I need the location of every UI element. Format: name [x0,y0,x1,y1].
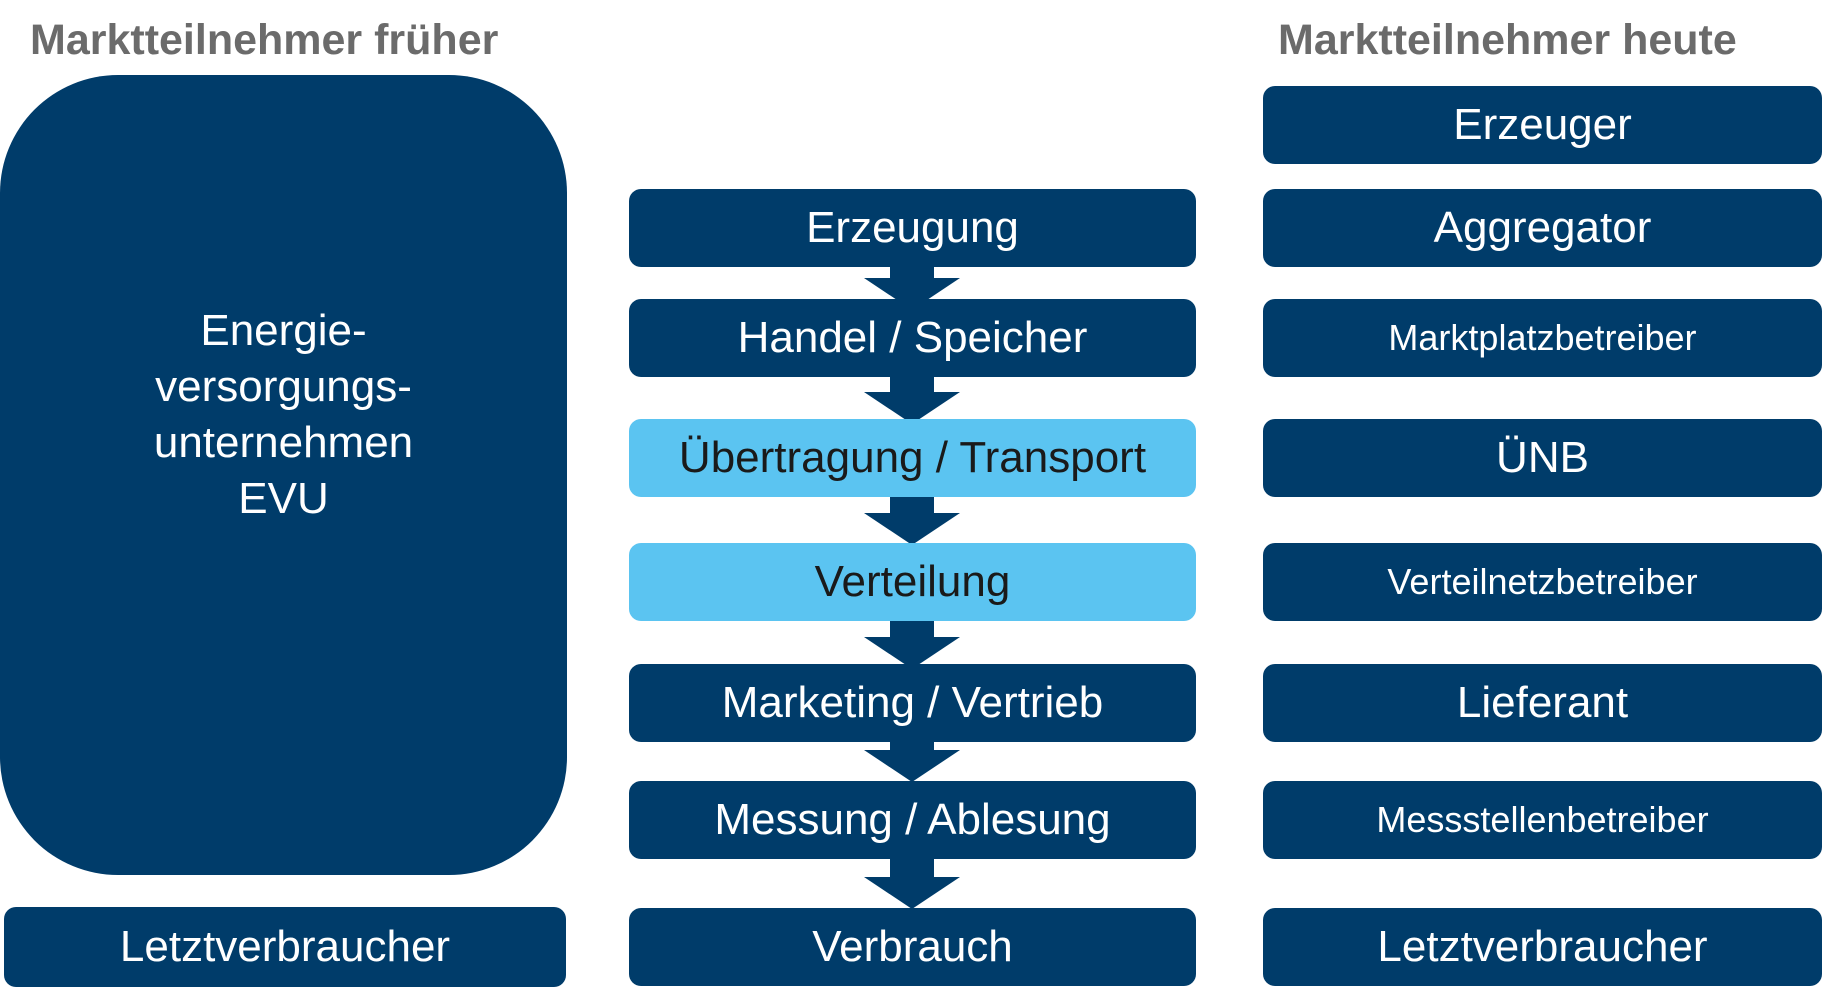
down-arrow-icon [864,617,960,669]
actor-uenb: ÜNB [1263,419,1822,497]
actor-label: Letztverbraucher [1377,922,1708,971]
evu-line-1: Energie- [200,306,367,355]
evu-line-4: EVU [238,474,329,523]
step-marketing-vertrieb: Marketing / Vertrieb [629,664,1196,742]
actor-aggregator: Aggregator [1263,189,1822,267]
step-verteilung: Verteilung [629,543,1196,621]
actor-label: ÜNB [1496,433,1589,482]
actor-marktplatzbetreiber: Marktplatzbetreiber [1263,299,1822,377]
evu-line-3: unternehmen [153,418,414,467]
step-verbrauch: Verbrauch [629,908,1196,986]
evu-line-2: versorgungs- [155,362,412,411]
step-uebertragung-transport: Übertragung / Transport [629,419,1196,497]
step-messung-ablesung: Messung / Ablesung [629,781,1196,859]
step-label: Erzeugung [806,203,1019,252]
actor-label: Messstellenbetreiber [1376,799,1709,840]
step-erzeugung: Erzeugung [629,189,1196,267]
down-arrow-icon [864,738,960,782]
down-arrow-icon [864,262,960,310]
actor-letztverbraucher: Letztverbraucher [1263,908,1822,986]
actor-lieferant: Lieferant [1263,664,1822,742]
down-arrow-icon [864,855,960,909]
evu-block: Energie- versorgungs- unternehmen EVU [0,75,567,875]
step-label: Messung / Ablesung [714,795,1111,844]
down-arrow-icon [864,493,960,545]
actor-label: Erzeuger [1453,100,1632,149]
step-handel-speicher: Handel / Speicher [629,299,1196,377]
step-label: Übertragung / Transport [678,433,1147,482]
actor-label: Verteilnetzbetreiber [1387,561,1698,602]
step-label: Verbrauch [812,922,1013,971]
actor-label: Lieferant [1456,678,1629,727]
heading-today: Marktteilnehmer heute [1278,16,1737,64]
step-label: Handel / Speicher [737,313,1088,362]
left-consumer-label: Letztverbraucher [119,922,451,971]
actor-messstellenbetreiber: Messstellenbetreiber [1263,781,1822,859]
step-label: Verteilung [814,557,1011,606]
actor-verteilnetzbetreiber: Verteilnetzbetreiber [1263,543,1822,621]
left-consumer-box: Letztverbraucher [4,907,566,987]
heading-before: Marktteilnehmer früher [30,16,499,64]
step-label: Marketing / Vertrieb [721,678,1104,727]
actor-erzeuger: Erzeuger [1263,86,1822,164]
actor-label: Marktplatzbetreiber [1388,317,1697,358]
actor-label: Aggregator [1433,203,1652,252]
down-arrow-icon [864,372,960,424]
